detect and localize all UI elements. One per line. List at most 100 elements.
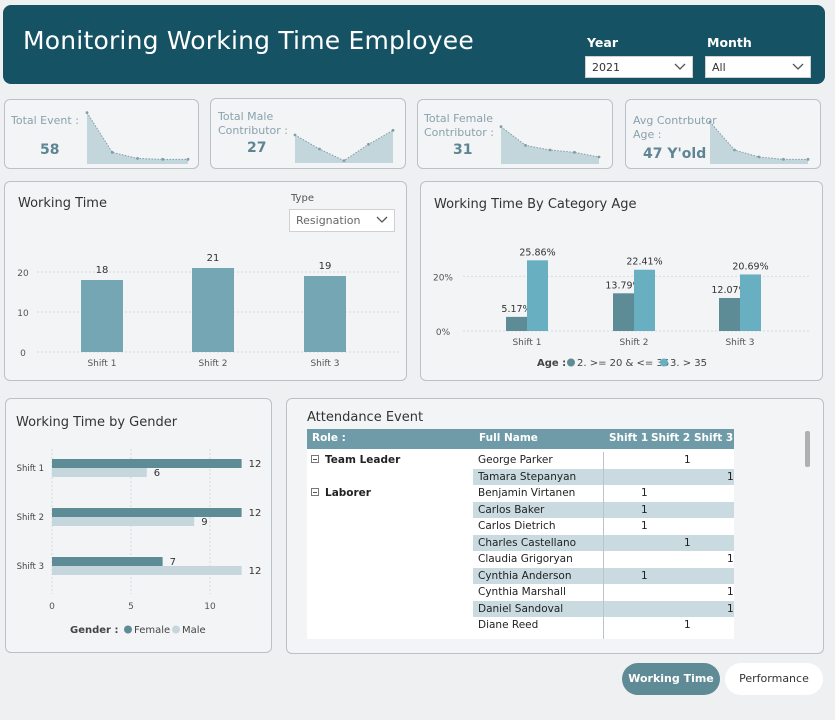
bar-value-label: 12 [249, 508, 262, 519]
kpi-label: Total Male [218, 110, 274, 123]
x-tick-label: 5 [128, 602, 134, 612]
x-tick-label: Shift 2 [198, 359, 227, 369]
cell-s3: 1 [727, 470, 734, 483]
month-dropdown[interactable]: All [705, 56, 811, 78]
cell-s1: 1 [641, 503, 648, 516]
performance-nav-button[interactable]: Performance [725, 663, 823, 695]
bar [304, 276, 346, 352]
type-value: Resignation [296, 214, 361, 227]
cell-s2: 1 [684, 619, 691, 631]
sparkline-point [524, 143, 527, 147]
cell-full-name: Carlos Dietrich [478, 520, 556, 532]
minus-icon [313, 459, 317, 460]
year-label: Year [587, 35, 618, 50]
minus-icon [313, 492, 317, 493]
x-tick-label: Shift 3 [725, 338, 754, 348]
x-tick-label: Shift 1 [87, 359, 116, 369]
year-value: 2021 [592, 61, 620, 74]
sparkline-point [806, 157, 810, 161]
legend-swatch [124, 625, 132, 634]
page-title: Monitoring Working Time Employee [23, 26, 474, 55]
kpi-sparkline [85, 111, 190, 164]
bar-value-label: 20.69% [732, 261, 768, 272]
y-tick-label: 20 [17, 269, 29, 279]
kpi-sparkline [708, 120, 810, 164]
cell-full-name: Claudia Grigoryan [478, 553, 573, 565]
type-label: Type [291, 193, 314, 204]
role-label: Team Leader [325, 454, 401, 466]
legend-label: 2. >= 20 & <= 35 [577, 358, 669, 369]
bar [52, 517, 195, 526]
legend-title: Gender : [70, 625, 118, 636]
legend-label: 3. > 35 [670, 358, 707, 369]
legend-swatch [172, 625, 180, 634]
collapse-icon[interactable] [311, 488, 319, 496]
bar [192, 268, 234, 352]
sparkline-line [709, 121, 808, 160]
role-label: Laborer [325, 487, 371, 499]
bar-value-label: 18 [96, 265, 109, 276]
x-tick-label: 0 [49, 602, 55, 612]
bar [81, 280, 123, 352]
sparkline-point [708, 120, 712, 124]
cell-full-name: Charles Castellano [478, 536, 577, 549]
cell-full-name: Cynthia Marshall [478, 586, 566, 598]
sparkline-point [293, 133, 297, 137]
y-tick-label: 10 [17, 309, 29, 319]
bar-value-label: 12.07% [711, 285, 747, 296]
bar [634, 269, 655, 331]
bar [527, 260, 548, 331]
sparkline-point [391, 128, 395, 132]
col-role[interactable]: Role : [312, 432, 346, 444]
legend-swatch [660, 358, 668, 367]
bar-value-label: 5.17% [501, 304, 531, 315]
card-title: Working Time by Gender [16, 415, 178, 430]
col-full-name[interactable]: Full Name [479, 432, 538, 444]
kpi-value: 27 [247, 140, 267, 156]
cell-full-name: Diane Reed [478, 619, 539, 631]
sparkline-point [573, 150, 576, 154]
bar-value-label: 12 [249, 566, 262, 577]
kpi-sparkline [293, 128, 395, 163]
working-time-nav-button[interactable]: Working Time [622, 663, 720, 695]
cell-full-name: Cynthia Anderson [478, 569, 572, 582]
sparkline-point [161, 157, 165, 161]
y-tick-label: 20% [433, 273, 453, 283]
chevron-down-icon [376, 216, 388, 223]
sparkline-point [499, 125, 503, 129]
bar [52, 557, 163, 566]
x-tick-label: Shift 3 [310, 359, 339, 369]
year-dropdown[interactable]: 2021 [585, 56, 693, 78]
kpi-value: 58 [40, 142, 60, 158]
chevron-down-icon [674, 63, 686, 70]
role-group[interactable]: Team Leader [311, 454, 400, 466]
sparkline-point [757, 155, 761, 159]
sparkline-point [110, 150, 114, 154]
bar-value-label: 6 [154, 468, 160, 479]
cell-full-name: Benjamin Virtanen [478, 487, 576, 499]
col-shift-1[interactable]: Shift 1 [609, 432, 649, 444]
kpi-value: 31 [453, 142, 473, 158]
table-body: Team Leader George Parker 1 Tamara Stepanya… [307, 452, 734, 639]
role-group[interactable]: Laborer [311, 487, 371, 499]
col-shift-2[interactable]: Shift 2 [651, 432, 691, 444]
collapse-icon[interactable] [311, 455, 319, 463]
bar [613, 293, 634, 331]
type-dropdown[interactable]: Resignation [289, 209, 395, 232]
cell-s2: 1 [684, 536, 691, 549]
bar-value-label: 7 [170, 557, 176, 568]
kpi-card-female: Total Female Contributor : 31 [417, 99, 613, 169]
cell-full-name: George Parker [478, 454, 553, 466]
column-divider [603, 452, 604, 639]
kpi-label: Age : [633, 128, 662, 141]
col-shift-3[interactable]: Shift 3 [694, 432, 734, 444]
sparkline-point [548, 148, 552, 152]
kpi-label: Total Event : [11, 114, 79, 127]
x-tick-label: Shift 1 [512, 338, 541, 348]
legend-label: Female [134, 625, 170, 636]
kpi-card-male: Total Male Contributor : 27 [210, 98, 406, 169]
kpi-label: Contributor : [218, 124, 288, 137]
table-scrollbar[interactable] [805, 431, 810, 467]
y-tick-label: Shift 3 [17, 562, 44, 572]
card-title: Working Time By Category Age [434, 197, 637, 212]
